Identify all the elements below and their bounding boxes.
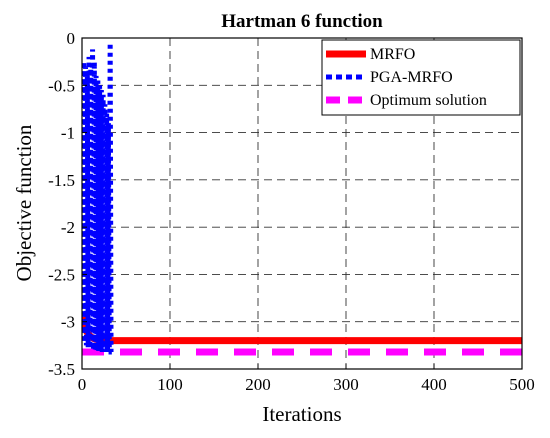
y-tick-label: 0 [67,29,76,48]
x-axis-label: Iterations [262,402,341,426]
x-tick-label: 100 [157,375,183,394]
y-tick-label: -2.5 [48,265,75,284]
y-tick-label: -1.5 [48,171,75,190]
ticks: 0 100 200 300 400 500 0 -0.5 -1 -1.5 -2 -2.5 -3 -3.5 [48,29,535,394]
plot-frame [81,37,523,370]
legend-label-2: Optimum solution [370,92,487,109]
legend-label-0: MRFO [370,46,415,63]
y-axis-label: Objective function [12,124,36,281]
series-layer [82,42,522,356]
y-tick-label: -2 [61,218,75,237]
y-tick-label: -1 [61,124,75,143]
x-tick-label: 300 [333,375,359,394]
y-tick-label: -3.5 [48,360,75,379]
x-tick-label: 200 [245,375,271,394]
x-tick-label: 0 [78,375,87,394]
x-tick-label: 400 [421,375,447,394]
x-tick-label: 500 [509,375,535,394]
series-line-1 [82,42,114,355]
y-tick-label: -0.5 [48,76,75,95]
chart-title: Hartman 6 function [221,11,383,32]
y-tick-label: -3 [61,313,75,332]
legend: MRFO PGA-MRFO Optimum solution [321,39,521,116]
legend-label-1: PGA-MRFO [370,69,453,86]
